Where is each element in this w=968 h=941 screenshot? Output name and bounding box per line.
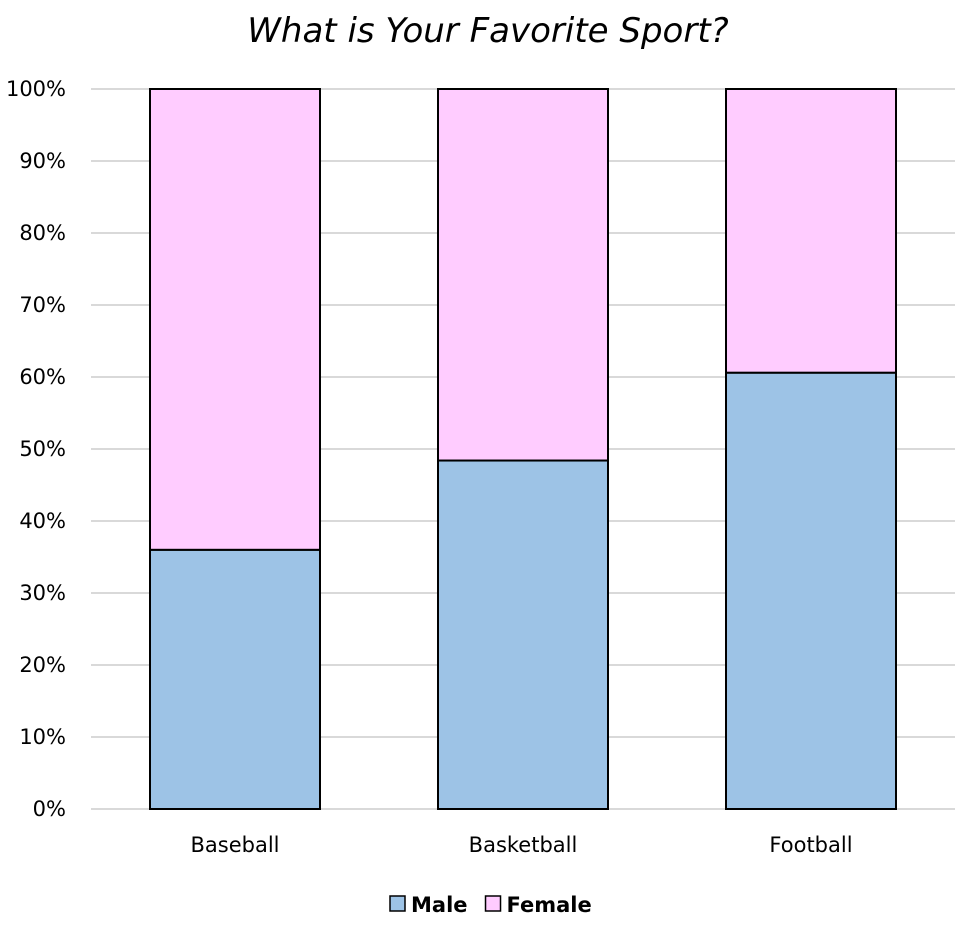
y-tick-label: 60%	[19, 365, 66, 389]
y-tick-label: 90%	[19, 149, 66, 173]
bar-male-baseball	[149, 548, 321, 810]
bars	[149, 88, 897, 810]
legend: Male Female	[389, 893, 592, 917]
y-tick-label: 80%	[19, 221, 66, 245]
x-tick-label: Baseball	[190, 833, 279, 857]
chart-title: What is Your Favorite Sport?	[247, 11, 728, 51]
y-tick-label: 70%	[19, 293, 66, 317]
bar-female-football	[725, 88, 897, 374]
legend-swatch-male	[389, 895, 406, 912]
y-tick-label: 10%	[19, 725, 66, 749]
bar-female-basketball	[437, 88, 609, 462]
y-tick-label: 100%	[6, 77, 66, 101]
x-axis: Baseball Basketball Football	[190, 833, 852, 857]
legend-label-male: Male	[411, 893, 468, 917]
y-tick-label: 0%	[33, 797, 66, 821]
y-tick-label: 50%	[19, 437, 66, 461]
bar-male-football	[725, 371, 897, 810]
bar-male-basketball	[437, 459, 609, 810]
y-tick-label: 30%	[19, 581, 66, 605]
legend-label-female: Female	[507, 893, 592, 917]
legend-swatch-female	[484, 895, 502, 912]
bar-female-baseball	[149, 88, 321, 551]
y-axis: 0% 10% 20% 30% 40% 50% 60% 70% 80% 90% 100%	[6, 77, 66, 821]
y-tick-label: 20%	[19, 653, 66, 677]
x-tick-label: Basketball	[469, 833, 578, 857]
y-tick-label: 40%	[19, 509, 66, 533]
x-tick-label: Football	[769, 833, 852, 857]
